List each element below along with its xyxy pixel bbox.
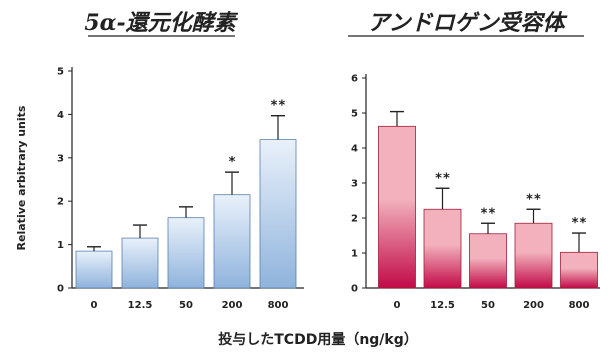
x-tick-label: 0 (394, 300, 401, 311)
y-tick-label: 5 (57, 67, 64, 78)
x-tick-label: 800 (268, 300, 289, 311)
chart-title-left: 5α-還元化酵素 (84, 10, 238, 36)
y-tick-label: 0 (57, 284, 64, 295)
significance-marker: ** (435, 171, 451, 186)
y-tick-label: 3 (57, 153, 64, 164)
y-tick-label: 1 (57, 240, 64, 251)
y-tick-label: 4 (351, 144, 358, 155)
bar (514, 222, 553, 289)
x-tick-label: 12.5 (128, 300, 153, 311)
bar (167, 217, 205, 289)
bar (423, 208, 462, 289)
y-tick-label: 3 (351, 179, 358, 190)
significance-marker: ** (571, 216, 587, 231)
x-tick-label: 200 (222, 300, 243, 311)
chart-panel-right: 0 1 2 3 4 5 6 0 ** 12.5 ** 50 ** 200 ** 800 (351, 74, 600, 311)
chart-title-right: アンドロゲン受容体 (367, 10, 568, 36)
bar (469, 233, 507, 289)
bar (259, 139, 297, 289)
y-tick-label: 5 (351, 109, 358, 120)
bar (213, 194, 251, 289)
y-tick-label: 4 (57, 110, 64, 121)
x-tick-label: 50 (179, 300, 193, 311)
y-tick-label: 0 (351, 284, 358, 295)
significance-marker: ** (270, 99, 286, 114)
y-tick-label: 2 (57, 197, 64, 208)
significance-marker: * (228, 155, 236, 170)
x-tick-label: 12.5 (430, 300, 455, 311)
x-tick-label: 50 (481, 300, 495, 311)
bar (121, 237, 159, 289)
significance-marker: ** (526, 192, 542, 207)
x-tick-label: 200 (523, 300, 544, 311)
bar (75, 250, 113, 289)
bar (560, 251, 598, 289)
x-tick-label: 0 (91, 300, 98, 311)
x-tick-label: 800 (569, 300, 590, 311)
significance-marker: ** (480, 206, 496, 221)
bar (378, 125, 416, 289)
y-tick-label: 1 (351, 249, 358, 260)
y-axis-label: Relative arbitrary units (15, 105, 28, 250)
y-tick-label: 2 (351, 214, 358, 225)
x-axis-label: 投与したTCDD用量（ng/kg） (218, 332, 418, 348)
y-tick-label: 6 (351, 74, 358, 85)
